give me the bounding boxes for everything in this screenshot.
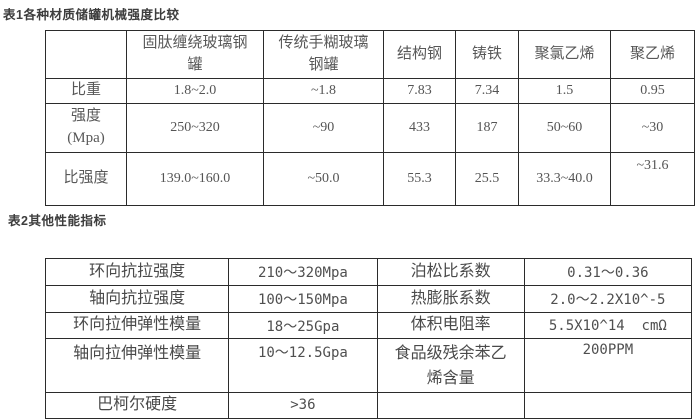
table1-cell: 187 bbox=[455, 103, 519, 153]
table2-property-label bbox=[376, 391, 525, 419]
table1-row-label: 比重 bbox=[45, 78, 127, 104]
table1-row-strength: 强度 (Mpa) 250~320 ~90 433 187 50~60 ~30 bbox=[45, 103, 695, 153]
table2-other-performance-indicators: 环向抗拉强度 210～320Mpa 泊松比系数 0.31～0.36 轴向抗拉强度… bbox=[44, 258, 693, 419]
table2-property-value: 18～25Gpa bbox=[228, 312, 378, 339]
table1-col-header-text: 固肽缠绕玻璃钢罐 bbox=[142, 34, 248, 73]
table1-row-specific-strength: 比强度 139.0~160.0 ~50.0 55.3 25.5 33.3~40.… bbox=[45, 152, 695, 206]
table1-cell: ~30 bbox=[610, 103, 695, 153]
table2-property-label: 体积电阻率 bbox=[376, 312, 525, 339]
table2-property-value: >36 bbox=[228, 391, 378, 419]
table1-col-header: 传统手糊玻璃钢罐 bbox=[263, 30, 384, 79]
table1-cell: 50~60 bbox=[518, 103, 611, 153]
table1-header-row: 固肽缠绕玻璃钢罐 传统手糊玻璃钢罐 结构钢 铸铁 聚氯乙烯 聚乙烯 bbox=[45, 30, 695, 79]
table1-row-specific-gravity: 比重 1.8~2.0 ~1.8 7.83 7.34 1.5 0.95 bbox=[45, 78, 695, 104]
table2-property-label-text: 食品级残余苯乙烯含量 bbox=[394, 345, 507, 387]
table1-cell: 139.0~160.0 bbox=[126, 152, 264, 206]
table2-property-label: 轴向拉伸弹性模量 bbox=[44, 338, 230, 393]
table1-row-label-text: 强度 bbox=[70, 108, 101, 125]
table2-property-label: 巴柯尔硬度 bbox=[44, 391, 230, 419]
table1-cell: 55.3 bbox=[383, 152, 456, 206]
table2-property-label: 食品级残余苯乙烯含量 bbox=[376, 338, 525, 393]
table1-col-header-text: 传统手糊玻璃钢罐 bbox=[278, 34, 369, 73]
table1-col-header: 结构钢 bbox=[383, 30, 456, 79]
table1-corner-cell bbox=[45, 30, 127, 79]
table2-row: 环向抗拉强度 210～320Mpa 泊松比系数 0.31～0.36 bbox=[44, 258, 693, 286]
table1-row-label: 比强度 bbox=[45, 152, 127, 206]
table2-property-value: 5.5X10^14 cmΩ bbox=[523, 312, 693, 339]
table2-row: 巴柯尔硬度 >36 bbox=[44, 391, 693, 419]
table2-row: 环向拉伸弹性模量 18～25Gpa 体积电阻率 5.5X10^14 cmΩ bbox=[44, 312, 693, 339]
table2-property-label: 轴向抗拉强度 bbox=[44, 285, 230, 313]
table1-cell: 433 bbox=[383, 103, 456, 153]
table2-property-value bbox=[523, 391, 693, 419]
table2-property-value: 210～320Mpa bbox=[228, 258, 378, 286]
table2-row: 轴向抗拉强度 100～150Mpa 热膨胀系数 2.0～2.2X10^-5 bbox=[44, 285, 693, 313]
table1-cell: 7.83 bbox=[383, 78, 456, 104]
table2-property-value: 0.31～0.36 bbox=[523, 258, 693, 286]
table1-cell: 1.8~2.0 bbox=[126, 78, 264, 104]
table1-col-header: 铸铁 bbox=[455, 30, 519, 79]
table2-property-label: 热膨胀系数 bbox=[376, 285, 525, 313]
table1-cell: ~1.8 bbox=[263, 78, 384, 104]
table1-col-header: 聚氯乙烯 bbox=[518, 30, 611, 79]
table2-property-value: 200PPM bbox=[523, 338, 693, 393]
table1-cell: ~31.6 bbox=[610, 152, 695, 206]
table1-cell: 25.5 bbox=[455, 152, 519, 206]
table1-cell: ~90 bbox=[263, 103, 384, 153]
table2-property-value: 10～12.5Gpa bbox=[228, 338, 378, 393]
table1-cell: 250~320 bbox=[126, 103, 264, 153]
table2-title: 表2其他性能指标 bbox=[8, 214, 107, 228]
table1-cell: 33.3~40.0 bbox=[518, 152, 611, 206]
table2-property-value: 100～150Mpa bbox=[228, 285, 378, 313]
table2-property-value: 2.0～2.2X10^-5 bbox=[523, 285, 693, 313]
table1-row-label-unit: (Mpa) bbox=[67, 130, 105, 146]
table1-material-strength-comparison: 固肽缠绕玻璃钢罐 传统手糊玻璃钢罐 结构钢 铸铁 聚氯乙烯 聚乙烯 比重 1.8… bbox=[45, 30, 695, 206]
table2-property-label: 泊松比系数 bbox=[376, 258, 525, 286]
table1-cell: ~50.0 bbox=[263, 152, 384, 206]
table2-property-label: 环向抗拉强度 bbox=[44, 258, 230, 286]
table1-cell: 0.95 bbox=[610, 78, 695, 104]
table1-title: 表1各种材质储罐机械强度比较 bbox=[3, 8, 180, 22]
table1-col-header: 固肽缠绕玻璃钢罐 bbox=[126, 30, 264, 79]
table1-cell: 7.34 bbox=[455, 78, 519, 104]
table2-row: 轴向拉伸弹性模量 10～12.5Gpa 食品级残余苯乙烯含量 200PPM bbox=[44, 338, 693, 393]
table1-row-label: 强度 (Mpa) bbox=[45, 103, 127, 153]
table1-col-header: 聚乙烯 bbox=[610, 30, 695, 79]
table1-cell: 1.5 bbox=[518, 78, 611, 104]
table2-property-label: 环向拉伸弹性模量 bbox=[44, 312, 230, 339]
